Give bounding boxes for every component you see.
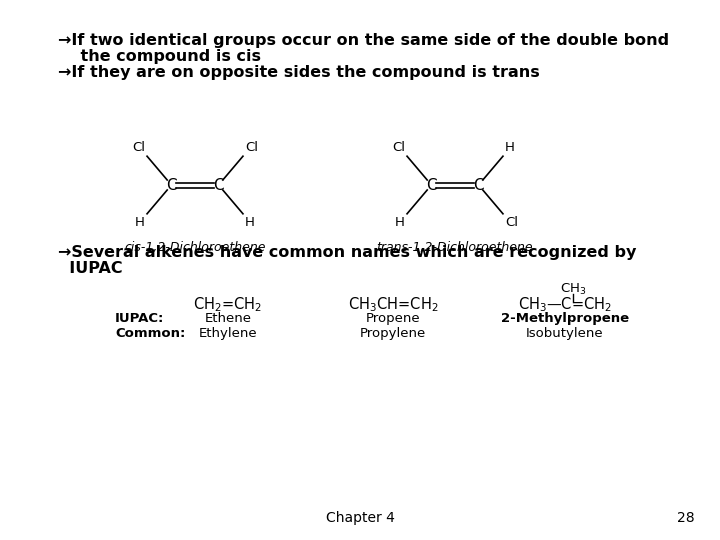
Text: Common:: Common: (115, 327, 185, 340)
Text: →If they are on opposite sides the compound is trans: →If they are on opposite sides the compo… (58, 65, 540, 80)
Text: C: C (474, 178, 484, 192)
Text: Propene: Propene (366, 312, 420, 325)
Text: →Several alkenes have common names which are recognized by: →Several alkenes have common names which… (58, 245, 636, 260)
Text: H: H (505, 141, 515, 154)
Text: CH$_3$—C=CH$_2$: CH$_3$—C=CH$_2$ (518, 295, 612, 314)
Text: Chapter 4: Chapter 4 (325, 511, 395, 525)
Text: H: H (245, 216, 255, 229)
Text: Ethylene: Ethylene (199, 327, 257, 340)
Text: →If two identical groups occur on the same side of the double bond: →If two identical groups occur on the sa… (58, 33, 669, 48)
Text: Propylene: Propylene (360, 327, 426, 340)
Text: Ethene: Ethene (204, 312, 251, 325)
Text: Cl: Cl (505, 216, 518, 229)
Text: Isobutylene: Isobutylene (526, 327, 604, 340)
Text: CH$_3$CH=CH$_2$: CH$_3$CH=CH$_2$ (348, 295, 438, 314)
Text: Cl: Cl (245, 141, 258, 154)
Text: C: C (426, 178, 436, 192)
Text: CH$_3$: CH$_3$ (559, 282, 586, 297)
Text: C: C (166, 178, 176, 192)
Text: IUPAC:: IUPAC: (115, 312, 164, 325)
Text: trans-1,2-Dichloroethene: trans-1,2-Dichloroethene (377, 241, 534, 254)
Text: Cl: Cl (132, 141, 145, 154)
Text: cis-1,2-Dichloroethene: cis-1,2-Dichloroethene (125, 241, 266, 254)
Text: CH$_2$=CH$_2$: CH$_2$=CH$_2$ (194, 295, 263, 314)
Text: Cl: Cl (392, 141, 405, 154)
Text: 28: 28 (678, 511, 695, 525)
Text: H: H (135, 216, 145, 229)
Text: 2-Methylpropene: 2-Methylpropene (501, 312, 629, 325)
Text: C: C (214, 178, 224, 192)
Text: H: H (395, 216, 405, 229)
Text: the compound is cis: the compound is cis (58, 49, 261, 64)
Text: IUPAC: IUPAC (58, 261, 122, 276)
